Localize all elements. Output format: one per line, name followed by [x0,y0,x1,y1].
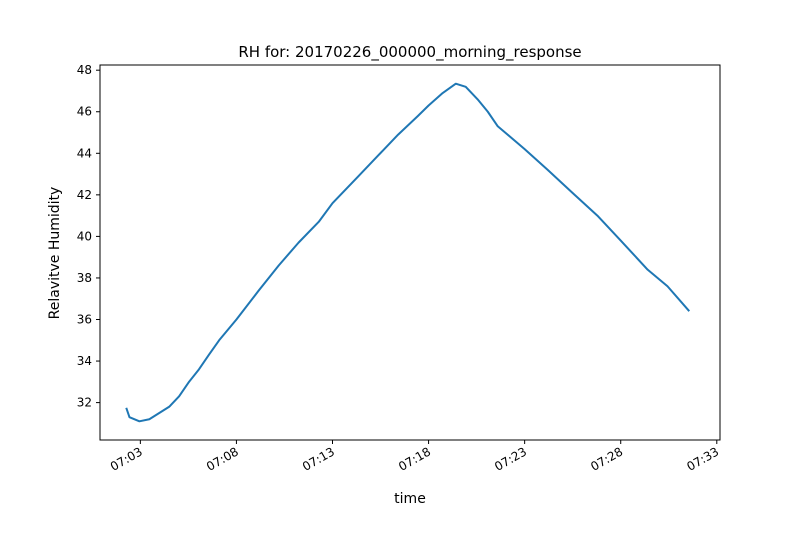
line-series [125,82,691,423]
x-axis-label: time [394,491,426,507]
y-tick-label: 48 [77,63,92,77]
x-tick-label: 07:28 [588,444,625,473]
y-tick-label: 46 [77,105,92,119]
x-tick-label: 07:23 [492,444,529,473]
x-tick-label: 07:18 [396,444,433,473]
y-tick-label: 40 [77,229,92,243]
y-tick-label: 32 [77,396,92,410]
y-tick-label: 36 [77,313,92,327]
y-tick-label: 34 [77,354,92,368]
y-tick-label: 38 [77,271,92,285]
x-tick-label: 07:08 [204,444,241,473]
y-tick-label: 42 [77,188,92,202]
chart-title: RH for: 20170226_000000_morning_response [238,43,581,62]
y-tick-label: 44 [77,146,92,160]
x-tick-label: 07:13 [300,444,337,473]
y-axis-label: Relavitve Humidity [47,187,63,320]
plot-frame [99,64,721,441]
x-tick-label: 07:33 [684,444,721,473]
x-tick-label: 07:03 [108,444,145,473]
